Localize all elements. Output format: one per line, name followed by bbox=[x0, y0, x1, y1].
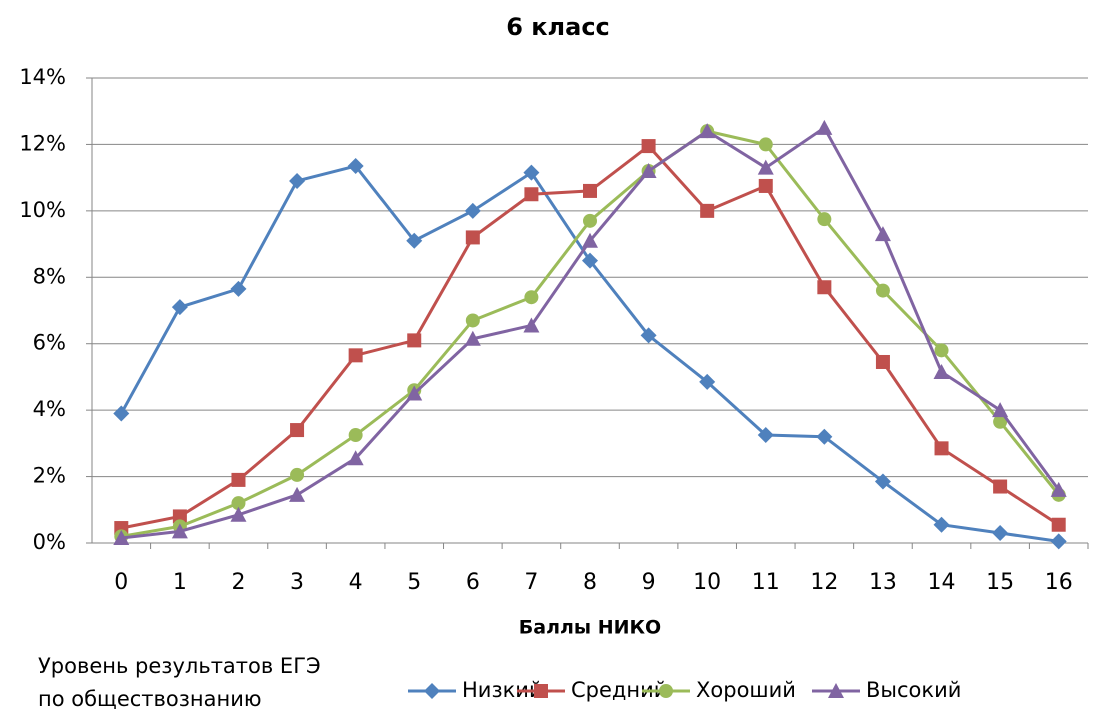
marker bbox=[992, 402, 1009, 418]
marker bbox=[171, 299, 188, 316]
marker bbox=[523, 317, 540, 333]
marker bbox=[464, 330, 481, 346]
marker bbox=[640, 327, 657, 344]
y-tick-label: 12% bbox=[19, 131, 66, 155]
marker bbox=[171, 523, 188, 539]
marker bbox=[659, 684, 673, 698]
x-tick-label: 6 bbox=[466, 570, 480, 595]
marker bbox=[464, 202, 481, 219]
marker bbox=[524, 290, 539, 305]
x-tick-label: 9 bbox=[642, 570, 656, 595]
legend-title: Уровень результатов ЕГЭ bbox=[38, 654, 321, 678]
marker bbox=[758, 137, 773, 152]
marker bbox=[523, 164, 540, 181]
x-tick-label: 3 bbox=[290, 570, 304, 595]
marker bbox=[231, 472, 246, 487]
marker bbox=[348, 428, 363, 443]
x-tick-label: 16 bbox=[1045, 570, 1073, 595]
marker bbox=[113, 405, 130, 422]
marker bbox=[828, 683, 844, 698]
marker bbox=[290, 423, 305, 438]
marker bbox=[407, 333, 422, 348]
marker bbox=[113, 530, 130, 546]
y-tick-label: 14% bbox=[19, 65, 66, 89]
series-line bbox=[121, 144, 1060, 530]
marker bbox=[874, 226, 891, 242]
y-tick-label: 0% bbox=[33, 530, 66, 554]
y-tick-label: 10% bbox=[19, 198, 66, 222]
marker bbox=[816, 428, 833, 445]
marker bbox=[347, 450, 364, 466]
marker bbox=[700, 203, 715, 218]
marker bbox=[934, 441, 949, 456]
marker bbox=[465, 313, 480, 328]
marker bbox=[583, 213, 597, 228]
legend-label: Высокий bbox=[866, 678, 961, 702]
x-tick-label: 8 bbox=[583, 570, 597, 595]
x-tick-label: 11 bbox=[752, 570, 780, 595]
y-tick-label: 2% bbox=[33, 464, 66, 488]
x-tick-label: 1 bbox=[173, 570, 187, 595]
marker bbox=[1051, 517, 1066, 532]
marker bbox=[172, 509, 187, 524]
marker bbox=[348, 348, 363, 363]
x-tick-label: 0 bbox=[114, 570, 128, 595]
marker bbox=[406, 385, 423, 401]
marker bbox=[465, 230, 480, 245]
marker bbox=[699, 123, 716, 139]
x-tick-label: 7 bbox=[524, 570, 538, 595]
marker bbox=[230, 506, 247, 522]
marker bbox=[934, 343, 949, 358]
marker bbox=[933, 516, 950, 533]
marker bbox=[875, 283, 890, 298]
marker bbox=[289, 486, 306, 502]
marker bbox=[524, 187, 539, 202]
marker bbox=[534, 684, 548, 698]
legend-label: Хороший bbox=[696, 678, 796, 702]
y-tick-label: 6% bbox=[33, 331, 66, 355]
marker bbox=[933, 363, 950, 379]
marker bbox=[290, 467, 305, 482]
marker bbox=[230, 280, 247, 297]
marker bbox=[874, 473, 891, 490]
marker bbox=[757, 159, 774, 175]
x-tick-label: 10 bbox=[693, 570, 721, 595]
marker bbox=[875, 354, 890, 369]
marker bbox=[641, 139, 656, 154]
marker bbox=[993, 479, 1008, 494]
x-tick-label: 13 bbox=[869, 570, 897, 595]
x-tick-label: 5 bbox=[407, 570, 421, 595]
x-tick-label: 12 bbox=[810, 570, 838, 595]
marker bbox=[289, 172, 306, 189]
marker bbox=[347, 158, 364, 175]
marker bbox=[640, 163, 657, 178]
marker bbox=[231, 496, 246, 511]
marker bbox=[993, 414, 1008, 429]
marker bbox=[583, 183, 597, 198]
marker bbox=[992, 525, 1009, 542]
marker bbox=[1050, 533, 1067, 550]
marker bbox=[406, 232, 423, 249]
marker bbox=[1050, 481, 1067, 497]
x-tick-label: 2 bbox=[231, 570, 245, 595]
marker bbox=[582, 252, 598, 269]
marker bbox=[757, 427, 774, 444]
y-tick-label: 8% bbox=[33, 264, 66, 288]
x-tick-label: 15 bbox=[986, 570, 1014, 595]
x-tick-label: 4 bbox=[349, 570, 363, 595]
marker bbox=[758, 178, 773, 193]
y-tick-label: 4% bbox=[33, 397, 66, 421]
marker bbox=[817, 280, 832, 295]
x-axis-label: Баллы НИКО bbox=[519, 617, 661, 639]
marker bbox=[699, 373, 716, 390]
chart-title: 6 класс bbox=[506, 13, 610, 41]
marker bbox=[582, 232, 598, 248]
x-tick-label: 14 bbox=[928, 570, 956, 595]
legend-title: по обществознанию bbox=[38, 687, 262, 711]
marker bbox=[816, 119, 833, 135]
marker bbox=[424, 683, 440, 699]
marker bbox=[817, 212, 832, 227]
